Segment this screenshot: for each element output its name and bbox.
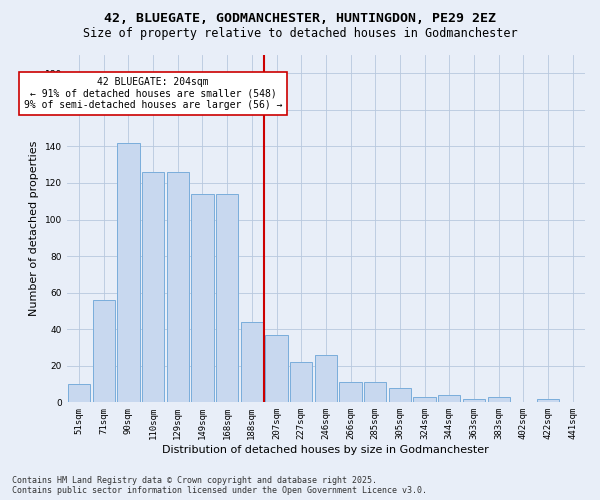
Bar <box>68 384 90 402</box>
X-axis label: Distribution of detached houses by size in Godmanchester: Distribution of detached houses by size … <box>163 445 489 455</box>
Bar <box>142 172 164 402</box>
Bar <box>463 398 485 402</box>
Bar <box>537 398 559 402</box>
Bar <box>438 395 460 402</box>
Bar <box>290 362 313 403</box>
Bar <box>241 322 263 402</box>
Bar <box>413 397 436 402</box>
Text: Contains HM Land Registry data © Crown copyright and database right 2025.
Contai: Contains HM Land Registry data © Crown c… <box>12 476 427 495</box>
Bar <box>92 300 115 402</box>
Bar <box>118 142 140 402</box>
Bar <box>216 194 238 402</box>
Bar <box>340 382 362 402</box>
Bar <box>389 388 411 402</box>
Bar <box>265 334 287 402</box>
Bar <box>488 397 510 402</box>
Bar <box>191 194 214 402</box>
Y-axis label: Number of detached properties: Number of detached properties <box>29 141 39 316</box>
Text: Size of property relative to detached houses in Godmanchester: Size of property relative to detached ho… <box>83 28 517 40</box>
Bar <box>364 382 386 402</box>
Text: 42, BLUEGATE, GODMANCHESTER, HUNTINGDON, PE29 2EZ: 42, BLUEGATE, GODMANCHESTER, HUNTINGDON,… <box>104 12 496 26</box>
Bar <box>315 355 337 403</box>
Bar <box>167 172 189 402</box>
Text: 42 BLUEGATE: 204sqm
← 91% of detached houses are smaller (548)
9% of semi-detach: 42 BLUEGATE: 204sqm ← 91% of detached ho… <box>24 77 283 110</box>
